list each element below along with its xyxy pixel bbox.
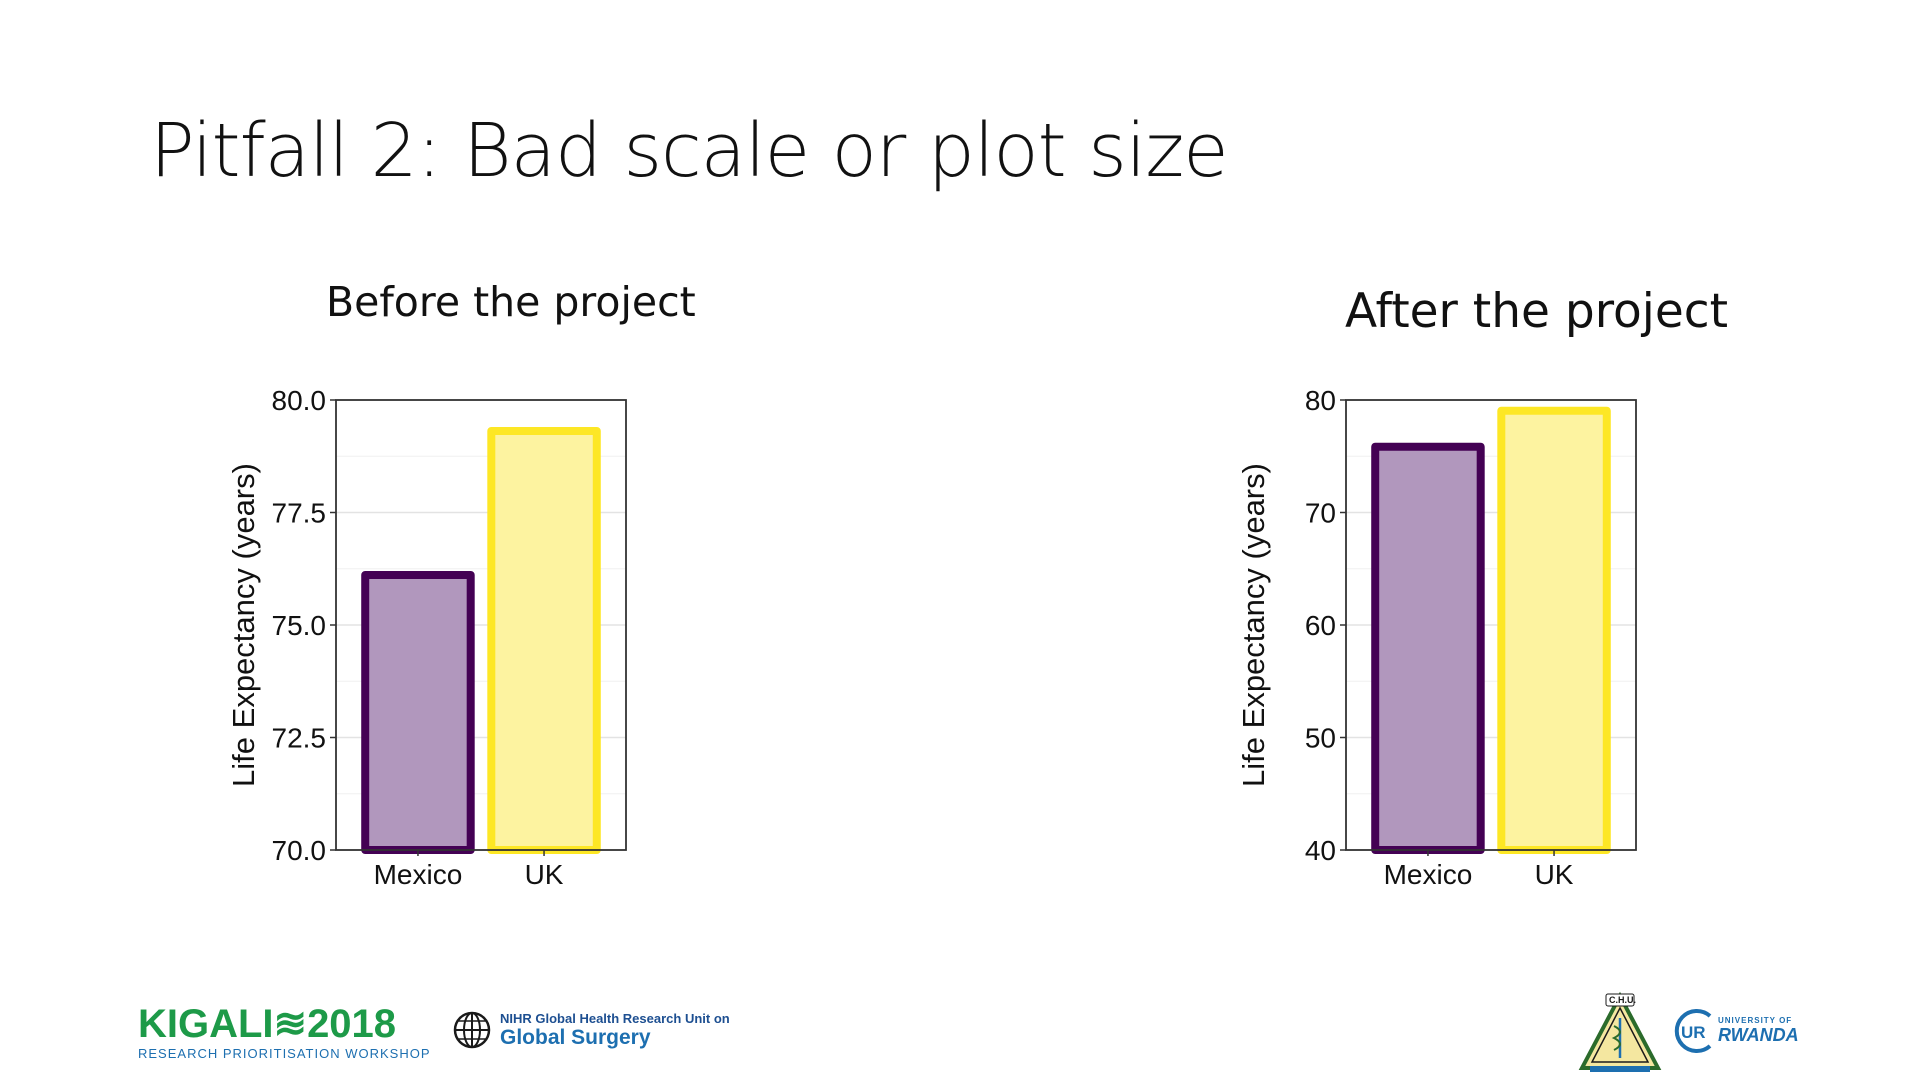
bar-chart-after: Mexico UK 40 50 60 70 80 Life Expectancy (years… — [1236, 385, 1637, 890]
chu-emblem-icon — [1578, 991, 1662, 1072]
nihr-logo-line1: NIHR Global Health Research Unit on — [500, 1010, 730, 1026]
y-tick-label: 70 — [1305, 498, 1336, 529]
bar-mexico — [361, 571, 475, 854]
y-tick-label: 77.5 — [272, 498, 327, 529]
y-tick-label: 40 — [1305, 835, 1336, 866]
nihr-logo: NIHR Global Health Research Unit on Glob… — [452, 1010, 730, 1050]
y-tick-label: 72.5 — [272, 723, 327, 754]
chu-logo-text: C.H.U. — [1609, 995, 1636, 1005]
kigali-logo-subtitle: RESEARCH PRIORITISATION WORKSHOP — [138, 1046, 431, 1061]
kigali-logo-name: KIGALI≋2018 — [138, 1002, 397, 1046]
university-of-rwanda-logo: UR UNIVERSITY OF RWANDA — [1670, 1008, 1799, 1054]
ur-emblem-icon: UR — [1674, 1009, 1712, 1053]
chart-title-before: Before the project — [326, 278, 696, 326]
globe-icon — [453, 1011, 491, 1049]
kigali-2018-logo: KIGALI≋2018 RESEARCH PRIORITISATION WORK… — [138, 1004, 431, 1061]
ur-logo-big-text: RWANDA — [1718, 1025, 1799, 1045]
slide-title: Pitfall 2: Bad scale or plot size — [150, 108, 1229, 194]
y-tick-label: 50 — [1305, 723, 1336, 754]
x-tick-label: Mexico — [1384, 859, 1473, 890]
y-tick-label: 80.0 — [272, 385, 327, 416]
y-tick-label: 70.0 — [272, 835, 327, 866]
ur-logo-small-text: UNIVERSITY OF — [1718, 1016, 1793, 1025]
x-tick-label: Mexico — [374, 859, 463, 890]
chart-title-after: After the project — [1345, 284, 1728, 339]
x-tick-label: UK — [1535, 859, 1574, 890]
y-tick-label: 75.0 — [272, 610, 327, 641]
x-tick-label: UK — [525, 859, 564, 890]
bar-chart-before: Mexico UK 70.0 72.5 75.0 77.5 80.0 Life Expecta… — [226, 385, 627, 890]
svg-text:UR: UR — [1681, 1023, 1706, 1042]
bar-uk — [1497, 406, 1611, 854]
chu-logo: C.H.U. — [1578, 990, 1662, 1079]
y-axis-label: Life Expectancy (years) — [1236, 463, 1271, 787]
y-tick-label: 80 — [1305, 385, 1336, 416]
y-axis-label: Life Expectancy (years) — [226, 463, 261, 787]
nihr-logo-line2: Global Surgery — [500, 1025, 651, 1049]
bar-uk — [487, 427, 601, 854]
y-tick-label: 60 — [1305, 610, 1336, 641]
bar-mexico — [1371, 442, 1485, 854]
